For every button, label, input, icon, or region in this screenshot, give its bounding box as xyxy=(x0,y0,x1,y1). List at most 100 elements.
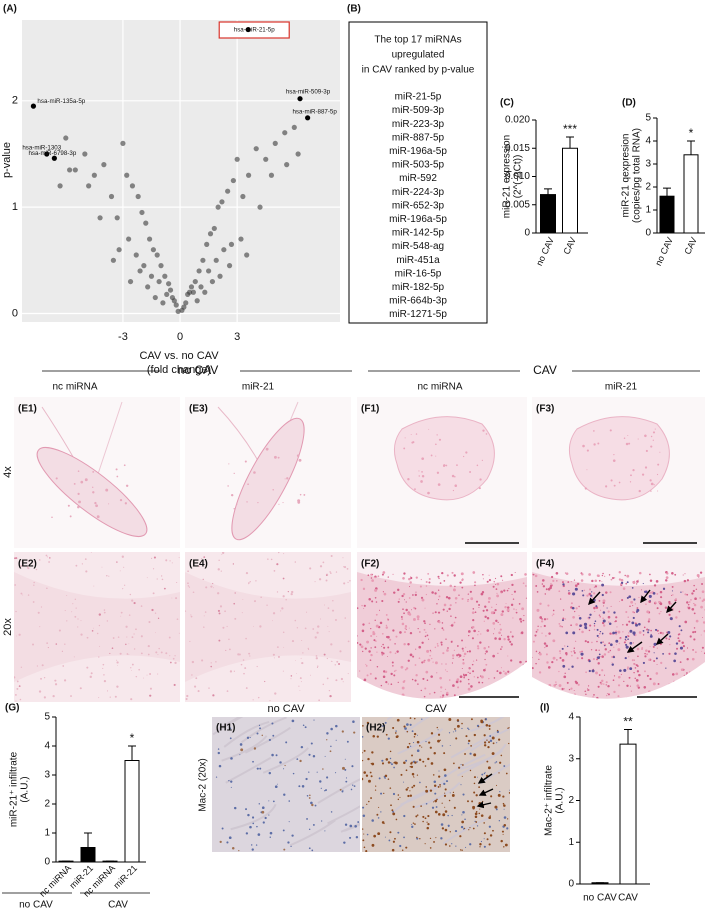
texture-dot xyxy=(478,726,480,728)
texture-dot xyxy=(561,659,565,662)
texture-dot xyxy=(409,766,412,768)
texture-dot xyxy=(409,790,411,792)
texture-dot xyxy=(204,611,207,613)
texture-dot xyxy=(674,573,677,576)
texture-dot xyxy=(633,659,635,661)
texture-dot xyxy=(222,626,225,629)
texture-dot xyxy=(377,817,380,819)
texture-dot xyxy=(366,833,369,836)
texture-dot xyxy=(249,655,251,657)
texture-dot xyxy=(217,748,220,750)
fiber xyxy=(404,717,431,734)
texture-dot xyxy=(108,503,110,505)
texture-dot xyxy=(130,667,132,669)
texture-dot xyxy=(441,622,444,624)
texture-dot xyxy=(452,791,455,794)
texture-dot xyxy=(668,602,671,605)
row-label: 20x xyxy=(2,618,14,636)
texture-dot xyxy=(484,718,488,721)
texture-dot xyxy=(440,691,442,693)
texture-dot xyxy=(256,825,258,828)
bar xyxy=(80,847,96,863)
texture-dot xyxy=(511,594,513,596)
texture-dot xyxy=(481,591,485,594)
texture-dot xyxy=(562,617,565,620)
texture-dot xyxy=(455,737,458,740)
texture-dot xyxy=(271,722,274,725)
texture-dot xyxy=(596,628,599,631)
texture-dot xyxy=(381,654,383,656)
texture-dot xyxy=(585,627,588,630)
texture-dot xyxy=(598,674,601,676)
tissue-top xyxy=(532,552,705,586)
texture-dot xyxy=(422,677,425,680)
texture-dot xyxy=(400,616,403,618)
texture-dot xyxy=(446,691,449,695)
texture-dot xyxy=(573,689,575,691)
texture-dot xyxy=(519,617,522,621)
texture-dot xyxy=(696,574,700,578)
texture-dot xyxy=(373,834,376,838)
texture-dot xyxy=(486,760,489,763)
texture-dot xyxy=(431,591,434,594)
texture-dot xyxy=(478,604,480,606)
texture-dot xyxy=(46,556,49,558)
texture-dot xyxy=(461,722,463,725)
texture-dot xyxy=(342,789,344,791)
texture-dot xyxy=(472,618,475,622)
texture-dot xyxy=(473,676,476,678)
texture-dot xyxy=(309,794,311,797)
texture-dot xyxy=(593,628,596,631)
texture-dot xyxy=(614,620,617,623)
texture-dot xyxy=(638,622,641,626)
texture-dot xyxy=(218,612,221,615)
texture-dot xyxy=(422,820,424,823)
texture-dot xyxy=(310,801,313,805)
texture-dot xyxy=(381,653,383,655)
texture-dot xyxy=(491,736,495,740)
texture-dot xyxy=(678,639,681,643)
texture-dot xyxy=(508,588,510,590)
texture-dot xyxy=(341,766,345,770)
panel-label: (G) xyxy=(5,703,19,714)
texture-dot xyxy=(522,619,525,622)
texture-dot xyxy=(439,786,441,788)
texture-dot xyxy=(395,635,398,638)
texture-dot xyxy=(562,583,565,586)
texture-dot xyxy=(650,482,654,486)
texture-dot xyxy=(496,592,498,594)
texture-dot xyxy=(627,666,629,669)
texture-dot xyxy=(298,685,300,687)
texture-dot xyxy=(335,724,338,728)
y-tick-label: 0.010 xyxy=(505,171,530,182)
texture-dot xyxy=(371,762,375,766)
texture-dot xyxy=(436,643,439,645)
texture-dot xyxy=(370,797,372,799)
arrow xyxy=(477,773,493,784)
texture-dot xyxy=(435,837,437,839)
texture-dot xyxy=(231,847,235,850)
texture-dot xyxy=(550,575,554,579)
texture-dot xyxy=(579,650,582,653)
texture-dot xyxy=(636,684,640,688)
texture-dot xyxy=(425,789,429,793)
texture-dot xyxy=(276,591,279,593)
texture-dot xyxy=(442,813,446,817)
texture-dot xyxy=(427,638,430,640)
texture-dot xyxy=(362,806,365,809)
texture-dot xyxy=(185,610,187,612)
texture-dot xyxy=(487,746,490,749)
texture-dot xyxy=(512,617,514,619)
texture-dot xyxy=(434,592,437,595)
texture-dot xyxy=(276,646,279,648)
texture-dot xyxy=(406,745,410,749)
texture-dot xyxy=(416,740,420,744)
tissue-top xyxy=(357,552,527,586)
texture-dot xyxy=(403,631,407,634)
texture-dot xyxy=(433,780,437,784)
texture-dot xyxy=(471,637,474,640)
texture-dot xyxy=(522,582,525,585)
data-point xyxy=(135,193,141,200)
texture-dot xyxy=(279,761,282,764)
texture-dot xyxy=(623,437,626,439)
